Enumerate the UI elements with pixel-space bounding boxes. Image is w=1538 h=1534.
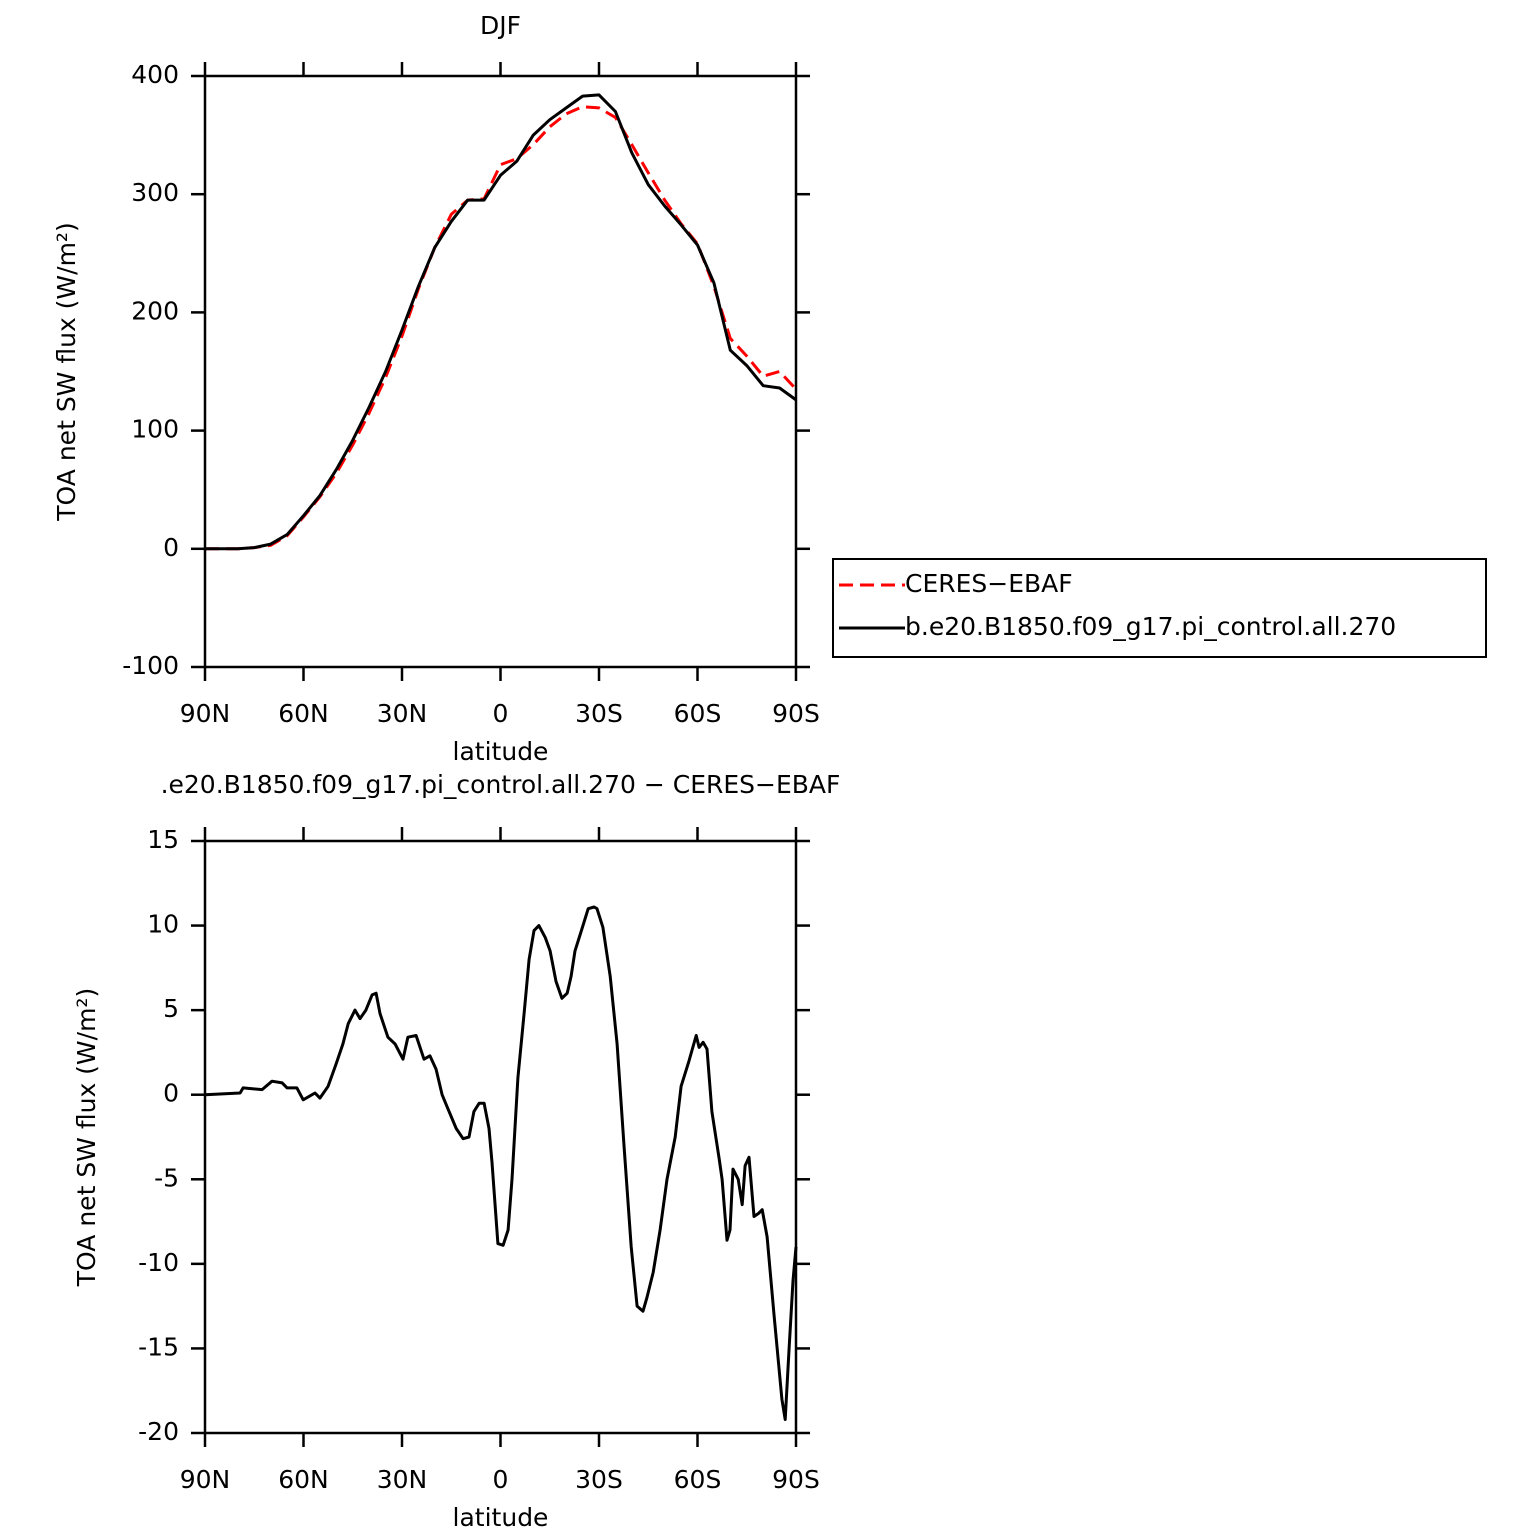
data-line xyxy=(205,105,798,551)
y-tick-label: 5 xyxy=(163,994,179,1023)
y-tick-label: 100 xyxy=(131,415,179,444)
x-tick-label: 30S xyxy=(575,699,623,728)
x-tick-label: 0 xyxy=(493,1465,509,1494)
y-tick-label: 0 xyxy=(163,1079,179,1108)
x-tick-label: 90N xyxy=(180,699,231,728)
y-tick-label: -20 xyxy=(138,1417,179,1446)
chart-title: DJF xyxy=(480,11,521,40)
x-tick-label: 60S xyxy=(674,699,722,728)
y-axis-label: TOA net SW flux (W/m²) xyxy=(52,222,81,521)
legend-box xyxy=(832,558,1487,658)
x-tick-label: 90N xyxy=(180,1465,231,1494)
y-tick-label: 400 xyxy=(131,60,179,89)
x-tick-label: 60S xyxy=(674,1465,722,1494)
y-tick-label: 0 xyxy=(163,533,179,562)
x-tick-label: 0 xyxy=(493,699,509,728)
x-tick-label: 30S xyxy=(575,1465,623,1494)
x-tick-label: 60N xyxy=(278,699,329,728)
legend-label: b.e20.B1850.f09_g17.pi_control.all.270 xyxy=(905,612,1396,641)
data-line xyxy=(204,905,798,1421)
legend-label: CERES−EBAF xyxy=(905,569,1073,598)
x-tick-label: 90S xyxy=(772,1465,820,1494)
y-tick-label: -5 xyxy=(154,1163,179,1192)
y-tick-label: -10 xyxy=(138,1248,179,1277)
chart-title: .e20.B1850.f09_g17.pi_control.all.270 − … xyxy=(161,770,841,799)
x-tick-label: 30N xyxy=(377,1465,428,1494)
plot-frame xyxy=(203,839,798,1435)
y-tick-label: 300 xyxy=(131,178,179,207)
x-tick-label: 90S xyxy=(772,699,820,728)
data-line xyxy=(205,93,797,551)
y-tick-label: 200 xyxy=(131,296,179,325)
x-axis-label: latitude xyxy=(453,1503,549,1532)
y-tick-label: -15 xyxy=(138,1332,179,1361)
x-axis-label: latitude xyxy=(453,737,549,766)
y-tick-label: 15 xyxy=(147,825,179,854)
y-tick-label: -100 xyxy=(122,651,179,680)
y-axis-label: TOA net SW flux (W/m²) xyxy=(72,988,101,1287)
y-tick-label: 10 xyxy=(147,910,179,939)
x-tick-label: 60N xyxy=(278,1465,329,1494)
x-tick-label: 30N xyxy=(377,699,428,728)
plot-frame xyxy=(203,74,798,669)
